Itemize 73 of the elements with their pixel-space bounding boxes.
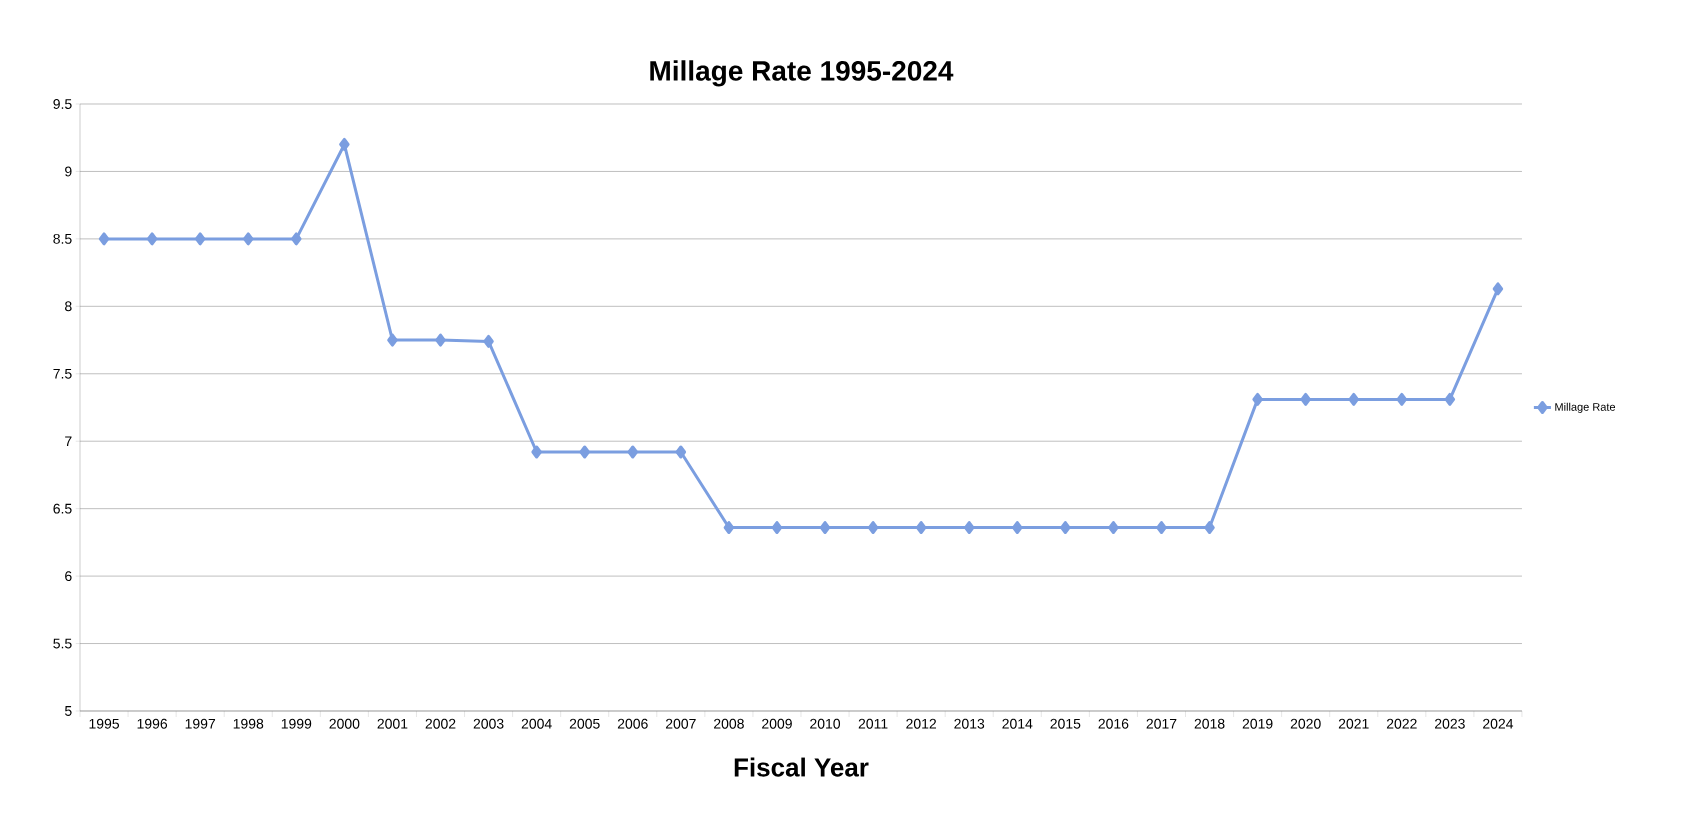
point [1444,392,1456,406]
x-tick-label: 1997 [185,718,216,729]
point [579,445,590,459]
x-tick-label: 2002 [425,718,456,729]
point [819,521,831,535]
x-tick-label: 2019 [1242,718,1273,729]
x-tick-label: 2020 [1290,718,1321,729]
point [1348,392,1359,406]
x-tick-label: 2023 [1435,718,1465,729]
point [194,232,206,246]
point [1060,521,1071,535]
y-tick-label: 8.5 [53,233,72,244]
point [387,333,398,347]
y-tick-label: 6.5 [53,503,72,514]
x-tick-label: 2004 [521,718,552,729]
x-tick-label: 2024 [1483,718,1514,729]
point [98,232,110,246]
point [963,521,975,535]
point [242,232,254,246]
point [435,333,446,347]
point [531,445,542,459]
x-tick-label: 2011 [858,718,888,729]
x-tick-label: 2018 [1194,718,1225,729]
x-tick-label: 2015 [1050,718,1081,729]
x-axis-title: Fiscal Year [734,757,869,777]
point [291,232,302,246]
y-tick-label: 9.5 [53,99,72,109]
x-tick-label: 1999 [281,718,312,729]
x-tick-label: 1995 [89,718,120,729]
x-tick-label: 2016 [1098,718,1129,729]
x-tick-label: 2005 [569,718,600,729]
point [867,521,879,535]
point [1012,521,1023,535]
legend-label: Millage Rate [1555,402,1616,413]
point [1252,392,1263,406]
y-tick-label: 8 [65,301,72,312]
x-tick-label: 2006 [617,718,648,729]
point [1204,521,1215,535]
point [1300,392,1311,406]
point [339,137,350,151]
x-tick-label: 2000 [329,718,360,729]
point [1396,392,1408,406]
x-tick-label: 2008 [714,718,744,729]
x-tick-label: 2013 [954,718,985,729]
point [627,445,639,459]
point [1492,282,1504,296]
x-tick-label: 2021 [1338,718,1369,729]
point [723,521,735,535]
x-tick-label: 2009 [762,718,792,729]
point [146,232,158,246]
point [915,521,927,535]
x-tick-label: 2012 [906,718,937,729]
x-tick-label: 1996 [137,718,168,729]
x-tick-label: 2010 [810,718,841,729]
point [675,445,687,459]
x-tick-label: 2001 [377,718,408,729]
chart-title: Millage Rate 1995-2024 [650,60,954,87]
y-tick-label: 9 [65,166,72,177]
x-tick-label: 2022 [1386,718,1417,729]
y-tick-label: 6 [65,571,72,582]
x-tick-label: 2014 [1002,718,1033,729]
x-tick-label: 2007 [665,718,696,729]
x-tick-label: 2017 [1146,718,1177,729]
point [483,334,494,348]
point [1156,521,1167,535]
point [1108,521,1119,535]
y-tick-label: 5.5 [53,638,72,649]
y-tick-label: 7 [65,436,72,447]
point [771,521,783,535]
x-tick-label: 1998 [233,718,264,729]
y-tick-label: 5 [64,706,72,716]
y-tick-label: 7.5 [53,368,72,379]
x-tick-label: 2003 [473,718,504,729]
